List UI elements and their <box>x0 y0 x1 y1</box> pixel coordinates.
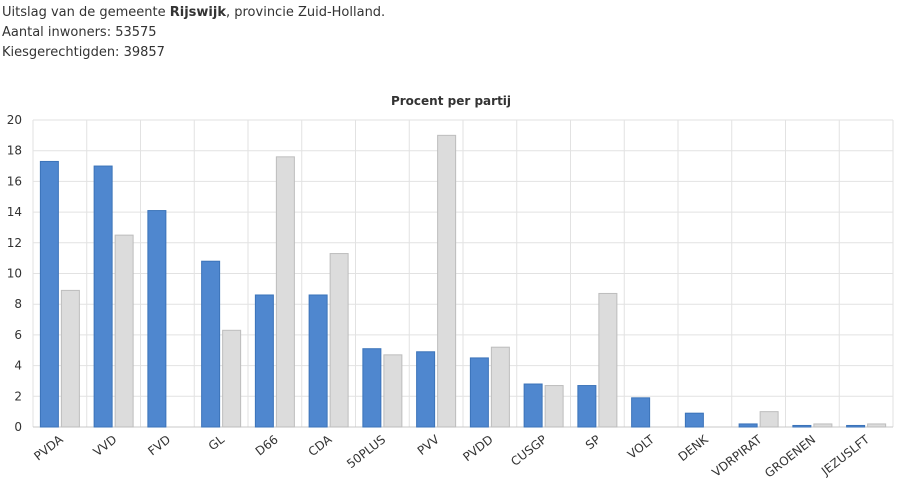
y-tick-label: 0 <box>14 420 22 434</box>
bar-fvd-series-1 <box>147 210 167 428</box>
bar-pvda-series-1 <box>39 160 59 428</box>
bar-sp-series-2 <box>598 292 618 428</box>
info-suffix: , provincie Zuid-Holland. <box>225 5 386 20</box>
bar-pvdd-series-2 <box>490 346 510 428</box>
bar-50plus-series-1 <box>362 348 382 428</box>
bar-pvv-series-1 <box>416 351 436 428</box>
bar-cda-series-2 <box>329 253 349 428</box>
bar-50plus-series-2 <box>383 354 403 428</box>
y-tick-label: 14 <box>7 205 22 219</box>
bar-vvd-series-2 <box>114 234 134 428</box>
bar-groenen-series-1 <box>792 424 812 428</box>
bar-vvd-series-1 <box>93 165 113 428</box>
y-tick-label: 4 <box>14 359 22 373</box>
bar-pvv-series-2 <box>437 134 457 428</box>
info-line-municipality: Uitslag van de gemeente Rijswijk, provin… <box>2 3 385 23</box>
y-tick-label: 8 <box>14 297 22 311</box>
x-tick-label: PVDD <box>460 432 495 464</box>
y-axis-ticks: 0 2 4 6 8 10 12 14 16 18 20 <box>7 113 22 434</box>
x-tick-label: GL <box>206 432 227 453</box>
x-tick-label: CDA <box>306 432 335 459</box>
x-tick-label: JEZUSLFT <box>818 432 872 479</box>
x-tick-label: CUSGP <box>508 432 549 468</box>
bar-vdrpirat-series-2 <box>759 411 779 428</box>
y-tick-label: 20 <box>7 113 22 127</box>
bar-jezuslft-series-2 <box>867 423 887 428</box>
result-info: Uitslag van de gemeente Rijswijk, provin… <box>2 3 385 63</box>
x-tick-label: VDRPIRAT <box>709 432 765 480</box>
x-tick-label: VVD <box>91 432 120 459</box>
bar-cda-series-1 <box>308 294 328 428</box>
info-line-inhabitants: Aantal inwoners: 53575 <box>2 25 157 40</box>
x-tick-label: D66 <box>253 432 281 458</box>
x-tick-label: 50PLUS <box>344 432 388 471</box>
info-line-voters: Kiesgerechtigden: 39857 <box>2 45 165 60</box>
bar-pvdd-series-1 <box>469 357 489 428</box>
bar-cusgp-series-1 <box>523 383 543 428</box>
bar-gl-series-1 <box>201 260 221 428</box>
municipality-name: Rijswijk <box>169 5 226 20</box>
info-prefix: Uitslag van de gemeente <box>2 5 170 20</box>
y-tick-label: 18 <box>7 144 22 158</box>
y-tick-label: 2 <box>14 389 22 403</box>
bar-volt-series-1 <box>631 397 651 428</box>
bar-gl-series-2 <box>222 329 242 428</box>
bar-d66-series-2 <box>275 156 295 428</box>
bar-denk-series-1 <box>684 412 704 428</box>
x-tick-label: GROENEN <box>762 432 818 480</box>
chart-grid <box>32 119 894 428</box>
bar-d66-series-1 <box>254 294 274 428</box>
x-tick-label: SP <box>583 432 603 452</box>
bar-sp-series-1 <box>577 385 597 428</box>
chart-bars <box>39 134 887 428</box>
x-tick-label: FVD <box>145 432 173 458</box>
bar-cusgp-series-2 <box>544 385 564 428</box>
x-tick-label: VOLT <box>625 432 658 462</box>
y-tick-label: 16 <box>7 174 22 188</box>
y-tick-label: 6 <box>14 328 22 342</box>
x-tick-label: PVDA <box>31 432 66 464</box>
bar-jezuslft-series-1 <box>846 424 866 428</box>
bar-pvda-series-2 <box>60 289 80 428</box>
x-tick-label: PVV <box>415 432 443 458</box>
y-tick-label: 12 <box>7 236 22 250</box>
x-tick-label: DENK <box>676 432 712 464</box>
bar-vdrpirat-series-1 <box>738 423 758 428</box>
x-axis-ticks: PVDA VVD FVD GL D66 CDA 50PLUS PVV PVDD CUSGP SP VO… <box>31 432 872 481</box>
y-tick-label: 10 <box>7 267 22 281</box>
bar-groenen-series-2 <box>813 423 833 428</box>
chart-title: Procent per partij <box>391 94 511 108</box>
